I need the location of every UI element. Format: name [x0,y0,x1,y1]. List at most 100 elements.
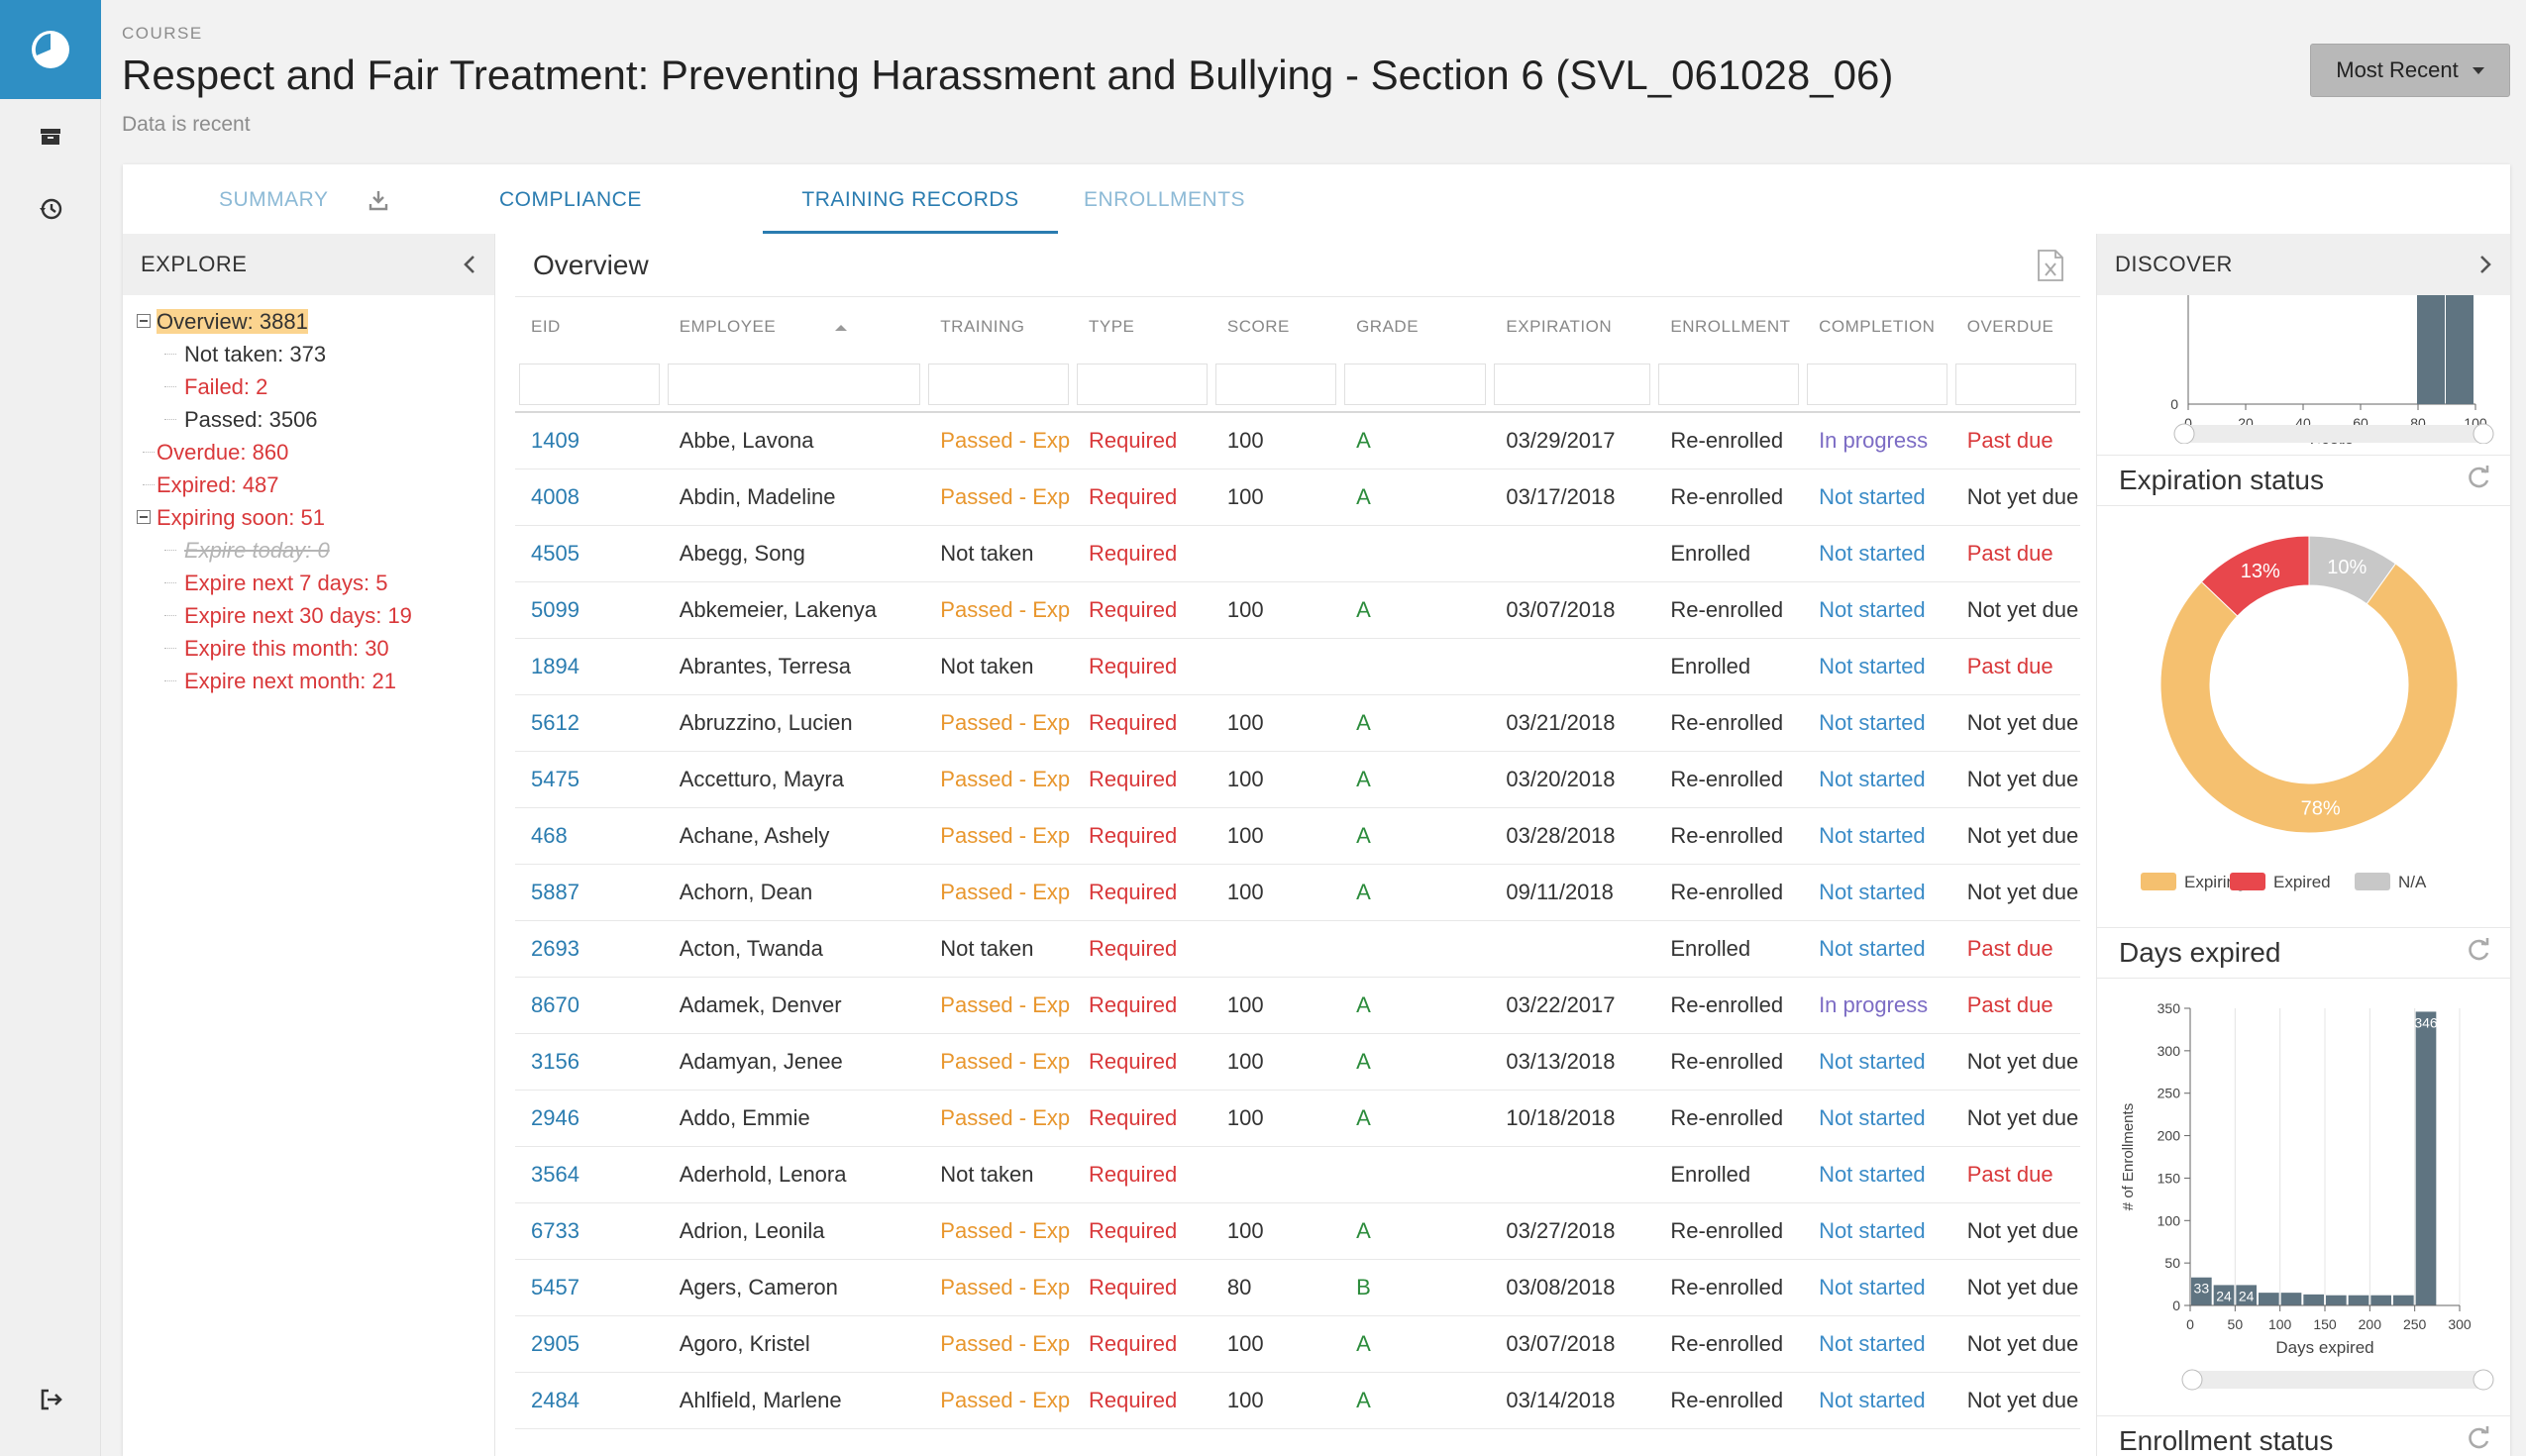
table-row[interactable]: 5457 Agers, Cameron Passed - Exp Required 80… [515,1259,2080,1316]
chevron-left-icon[interactable] [463,254,476,275]
filter-input-expiration[interactable] [1494,363,1651,405]
cell-eid[interactable]: 2693 [515,920,664,978]
cell-eid[interactable]: 4008 [515,468,664,526]
filter-input-overdue[interactable] [1954,363,2076,405]
table-row[interactable]: 3156 Adamyan, Jenee Passed - Exp Required 10… [515,1033,2080,1091]
cell-expiration [1490,1146,1655,1203]
page-title: Respect and Fair Treatment: Preventing H… [122,52,1894,98]
table-row[interactable]: 468 Achane, Ashely Passed - Exp Required 100… [515,807,2080,865]
filter-input-training[interactable] [928,363,1069,405]
cell-training: Not taken [924,638,1073,695]
cell-eid[interactable]: 3156 [515,1033,664,1091]
tree-item-expire-30-days[interactable]: Expire next 30 days: 19 [129,599,488,632]
table-row[interactable]: 2905 Agoro, Kristel Passed - Exp Required 10… [515,1315,2080,1373]
tree-item-expire-7-days[interactable]: Expire next 7 days: 5 [129,567,488,599]
tab-training-records[interactable]: TRAINING RECORDS [763,188,1058,234]
filter-input-eid[interactable] [519,363,660,405]
table-row[interactable]: 2693 Acton, Twanda Not taken Required Enroll… [515,920,2080,978]
column-header-type[interactable]: TYPE [1073,297,1211,357]
excel-export-icon[interactable] [2037,249,2064,282]
column-header-enrollment[interactable]: ENROLLMENT [1654,297,1803,357]
column-header-completion[interactable]: COMPLETION [1803,297,1951,357]
table-row[interactable]: 8670 Adamek, Denver Passed - Exp Required 10… [515,977,2080,1034]
cell-eid[interactable]: 468 [515,807,664,865]
table-row[interactable]: 4008 Abdin, Madeline Passed - Exp Required 1… [515,468,2080,526]
table-row[interactable]: 2484 Ahlfield, Marlene Passed - Exp Require… [515,1372,2080,1429]
table-row[interactable]: 2946 Addo, Emmie Passed - Exp Required 100 A 1… [515,1090,2080,1147]
column-header-expiration[interactable]: EXPIRATION [1490,297,1654,357]
column-header-label: EXPIRATION [1506,317,1613,336]
cell-eid[interactable]: 2946 [515,1090,664,1147]
cell-grade: A [1340,581,1491,639]
app-logo-icon[interactable] [0,0,101,99]
tree-item-overview[interactable]: Overview: 3881 [129,305,488,338]
most-recent-dropdown[interactable]: Most Recent [2310,44,2510,97]
download-icon[interactable] [368,188,389,212]
cell-eid[interactable]: 1409 [515,412,664,469]
table-row[interactable]: 5612 Abruzzino, Lucien Passed - Exp Require… [515,694,2080,752]
sort-ascending-icon[interactable] [835,324,848,331]
tree-item-not-taken[interactable]: Not taken: 373 [129,338,488,370]
cell-enrollment: Re-enrolled [1654,1372,1804,1429]
table-row[interactable]: 4505 Abegg, Song Not taken Required Enrolled… [515,525,2080,582]
filter-input-completion[interactable] [1807,363,1947,405]
filter-input-enrollment[interactable] [1658,363,1800,405]
cell-eid[interactable]: 5475 [515,751,664,808]
cell-eid[interactable]: 6733 [515,1202,664,1260]
tree-item-expiring-soon[interactable]: Expiring soon: 51 [129,501,488,534]
tree-item-expire-this-month[interactable]: Expire this month: 30 [129,632,488,665]
cell-eid[interactable]: 5099 [515,581,664,639]
cell-eid[interactable]: 3564 [515,1146,664,1203]
cell-eid[interactable]: 5457 [515,1259,664,1316]
cell-enrollment: Re-enrolled [1654,1315,1804,1373]
cell-eid[interactable]: 5887 [515,864,664,921]
collapse-icon[interactable] [137,314,151,328]
cell-eid[interactable]: 8670 [515,977,664,1034]
column-header-employee[interactable]: EMPLOYEE [664,297,925,357]
filter-input-employee[interactable] [667,363,921,405]
table-row[interactable]: 3564 Aderhold, Lenora Not taken Required Enr… [515,1146,2080,1203]
tree-item-expire-today[interactable]: Expire today: 0 [129,534,488,567]
filter-input-score[interactable] [1214,363,1337,405]
history-icon[interactable] [0,172,101,246]
column-header-training[interactable]: TRAINING [924,297,1073,357]
tree-item-expire-next-month[interactable]: Expire next month: 21 [129,665,488,697]
column-header-grade[interactable]: GRADE [1340,297,1490,357]
cell-grade: A [1340,1033,1491,1091]
cell-eid[interactable]: 2484 [515,1372,664,1429]
tab-compliance[interactable]: COMPLIANCE [499,188,642,211]
table-row[interactable]: 6733 Adrion, Leonila Passed - Exp Required 1… [515,1202,2080,1260]
logout-icon[interactable] [0,1363,101,1436]
archive-icon[interactable] [0,99,101,172]
cell-eid[interactable]: 2905 [515,1315,664,1373]
tree-item-failed[interactable]: Failed: 2 [129,370,488,403]
collapse-icon[interactable] [137,510,151,524]
cell-eid[interactable]: 4505 [515,525,664,582]
refresh-icon[interactable] [2465,464,2492,498]
table-row[interactable]: 5475 Accetturo, Mayra Passed - Exp Required… [515,751,2080,808]
tree-item-overdue[interactable]: Overdue: 860 [129,436,488,468]
column-header-overdue[interactable]: OVERDUE [1951,297,2080,357]
table-row[interactable]: 1409 Abbe, Lavona Passed - Exp Required 100 A… [515,412,2080,469]
column-header-eid[interactable]: EID [515,297,664,357]
cell-type: Required [1072,468,1211,526]
cell-score: 80 [1210,1259,1341,1316]
table-row[interactable]: 1894 Abrantes, Terresa Not taken Required En… [515,638,2080,695]
expiration-status-donut: 10%78%13%Expiring Expired N/A [2141,535,2459,891]
refresh-icon[interactable] [2465,936,2492,971]
cell-type: Required [1072,694,1211,752]
table-row[interactable]: 5887 Achorn, Dean Passed - Exp Required 100 A… [515,864,2080,921]
days-y-tick-label: 50 [2164,1255,2180,1271]
filter-input-type[interactable] [1076,363,1208,405]
tab-enrollments[interactable]: ENROLLMENTS [1084,188,1246,211]
refresh-icon[interactable] [2465,1424,2492,1456]
tab-summary[interactable]: SUMMARY [219,188,389,234]
filter-input-grade[interactable] [1344,363,1487,405]
chevron-right-icon[interactable] [2478,254,2492,275]
column-header-score[interactable]: SCORE [1211,297,1340,357]
table-row[interactable]: 5099 Abkemeier, Lakenya Passed - Exp Requir… [515,581,2080,639]
tree-item-expired[interactable]: Expired: 487 [129,468,488,501]
cell-eid[interactable]: 1894 [515,638,664,695]
tree-item-passed[interactable]: Passed: 3506 [129,403,488,436]
cell-eid[interactable]: 5612 [515,694,664,752]
